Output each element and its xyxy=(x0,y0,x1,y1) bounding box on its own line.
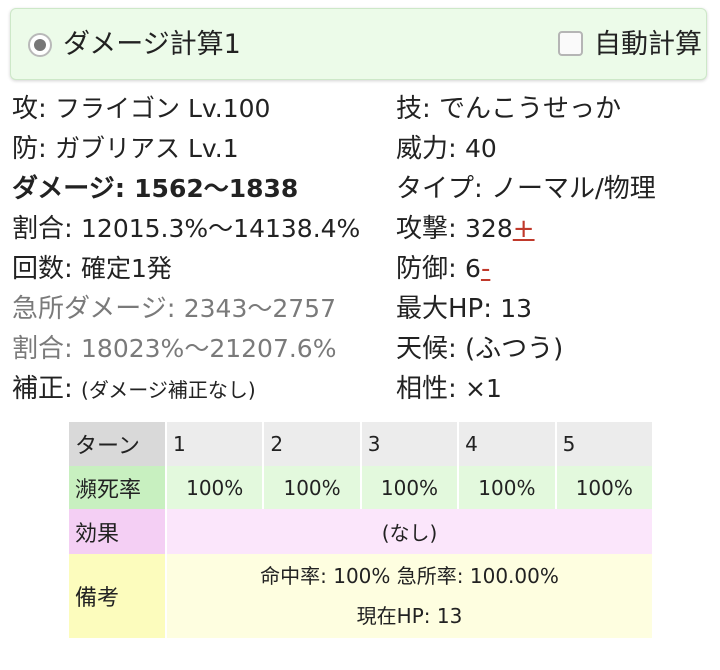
turn-2: 2 xyxy=(264,422,360,466)
defense-stat-row: 防御: 6- xyxy=(396,249,656,289)
crit-damage-value: 2343〜2757 xyxy=(183,294,336,323)
defense-stat-value: 6 xyxy=(465,254,481,283)
damage-value: 1562〜1838 xyxy=(134,174,299,203)
effect-value: (なし) xyxy=(167,509,652,554)
effect-row: 効果 (なし) xyxy=(69,509,652,554)
move-label: 技: xyxy=(396,94,440,124)
defender-row: 防: ガブリアス Lv.1 xyxy=(12,129,360,169)
hits-label: 回数: xyxy=(12,254,82,284)
turn-header-row: ターン 1 2 3 4 5 xyxy=(69,422,652,466)
attack-stat-row: 攻撃: 328+ xyxy=(396,209,656,249)
attack-stat-label: 攻撃: xyxy=(396,214,466,244)
turn-label: ターン xyxy=(69,422,165,466)
calc-select-radio[interactable] xyxy=(28,33,52,57)
attack-boost-marker[interactable]: + xyxy=(512,214,535,244)
weather-label: 天候: xyxy=(396,334,466,364)
kill-rate-label: 瀕死率 xyxy=(69,466,165,509)
effectiveness-row: 相性: ×1 xyxy=(396,369,656,409)
attacker-value: フライゴン Lv.100 xyxy=(55,94,271,123)
move-details: 技: でんこうせっか 威力: 40 タイプ: ノーマル/物理 攻撃: 328+ … xyxy=(396,89,656,409)
weather-row: 天候: (ふつう) xyxy=(396,329,656,369)
crit-ratio-value: 18023%〜21207.6% xyxy=(81,334,337,363)
ratio-label: 割合: xyxy=(12,214,82,244)
result-summary: 攻: フライゴン Lv.100 防: ガブリアス Lv.1 ダメージ: 1562… xyxy=(12,89,360,409)
type-row: タイプ: ノーマル/物理 xyxy=(396,169,656,209)
power-label: 威力: xyxy=(396,134,466,164)
kill-rate-4: 100% xyxy=(459,466,555,509)
crit-ratio-row: 割合: 18023%〜21207.6% xyxy=(12,329,360,369)
damage-label: ダメージ: xyxy=(12,174,135,204)
calc-title: ダメージ計算1 xyxy=(63,29,241,60)
turn-4: 4 xyxy=(459,422,555,466)
max-hp-value: 13 xyxy=(500,294,533,323)
defender-label: 防: xyxy=(12,134,56,164)
defender-value: ガブリアス Lv.1 xyxy=(55,134,239,163)
power-value: 40 xyxy=(465,134,497,163)
note-accuracy: 命中率: 100% 急所率: 100.00% xyxy=(260,564,559,588)
note-row: 備考 命中率: 100% 急所率: 100.00% 現在HP: 13 xyxy=(69,554,652,638)
effectiveness-value: ×1 xyxy=(465,374,502,403)
effect-label: 効果 xyxy=(69,509,165,554)
kill-rate-5: 100% xyxy=(556,466,652,509)
type-value: ノーマル/物理 xyxy=(491,174,656,204)
crit-ratio-label: 割合: xyxy=(12,334,82,364)
note-current-hp: 現在HP: 13 xyxy=(356,604,463,628)
ratio-row: 割合: 12015.3%〜14138.4% xyxy=(12,209,360,249)
auto-calc-label[interactable]: 自動計算 xyxy=(594,29,702,60)
calc-header-panel: ダメージ計算1 自動計算 xyxy=(10,8,707,80)
kill-rate-1: 100% xyxy=(167,466,263,509)
kill-rate-3: 100% xyxy=(361,466,458,509)
turn-5: 5 xyxy=(556,422,652,466)
kill-rate-row: 瀕死率 100% 100% 100% 100% 100% xyxy=(69,466,652,509)
modifier-row: 補正: (ダメージ補正なし) xyxy=(12,369,360,409)
ratio-value: 12015.3%〜14138.4% xyxy=(81,214,361,243)
max-hp-row: 最大HP: 13 xyxy=(396,289,656,329)
turn-1: 1 xyxy=(167,422,263,466)
damage-row: ダメージ: 1562〜1838 xyxy=(12,169,360,209)
effectiveness-label: 相性: xyxy=(396,374,466,404)
kill-rate-2: 100% xyxy=(264,466,360,509)
attack-stat-value: 328 xyxy=(465,214,513,243)
crit-damage-label: 急所ダメージ: xyxy=(12,294,184,324)
turn-table: ターン 1 2 3 4 5 瀕死率 100% 100% 100% 100% 10… xyxy=(67,422,654,638)
turn-3: 3 xyxy=(361,422,458,466)
attacker-label: 攻: xyxy=(12,94,56,124)
weather-value: (ふつう) xyxy=(465,334,564,364)
auto-calc-checkbox[interactable] xyxy=(558,31,583,56)
note-label: 備考 xyxy=(69,554,165,638)
defense-drop-marker[interactable]: - xyxy=(480,254,491,284)
power-row: 威力: 40 xyxy=(396,129,656,169)
attacker-row: 攻: フライゴン Lv.100 xyxy=(12,89,360,129)
max-hp-label: 最大HP: xyxy=(396,294,501,324)
defense-stat-label: 防御: xyxy=(396,254,466,284)
move-value: でんこうせっか xyxy=(439,94,622,124)
type-label: タイプ: xyxy=(396,174,492,204)
radio-dot-icon xyxy=(34,39,46,51)
modifier-value: (ダメージ補正なし) xyxy=(81,378,256,402)
move-row: 技: でんこうせっか xyxy=(396,89,656,129)
hits-row: 回数: 確定1発 xyxy=(12,249,360,289)
hits-value: 確定1発 xyxy=(81,254,172,283)
crit-damage-row: 急所ダメージ: 2343〜2757 xyxy=(12,289,360,329)
note-cell: 命中率: 100% 急所率: 100.00% 現在HP: 13 xyxy=(167,554,652,638)
modifier-label: 補正: xyxy=(12,374,82,404)
